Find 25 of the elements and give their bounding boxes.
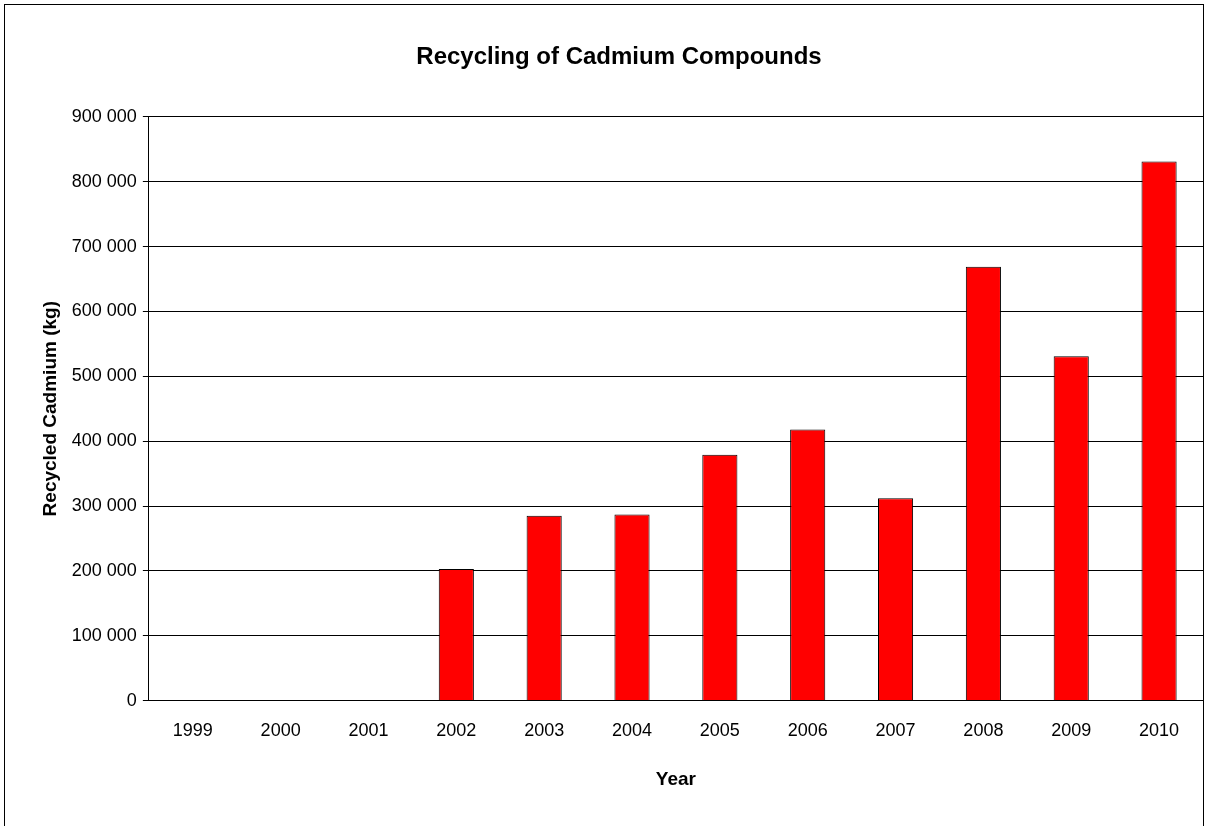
y-tick-label: 400 000 xyxy=(71,430,137,451)
y-tick-label: 100 000 xyxy=(71,624,137,645)
x-tick-label: 2001 xyxy=(348,720,389,741)
y-tick-label: 800 000 xyxy=(71,170,137,191)
x-tick-label: 2000 xyxy=(260,720,301,741)
x-tick-label: 2009 xyxy=(1051,720,1092,741)
x-tick-label: 2008 xyxy=(963,720,1004,741)
y-tick-label: 600 000 xyxy=(71,300,137,321)
x-tick-label: 2010 xyxy=(1139,720,1180,741)
x-tick-label: 1999 xyxy=(172,720,213,741)
x-tick-label: 2005 xyxy=(699,720,740,741)
x-tick-label: 2003 xyxy=(524,720,565,741)
y-tick-label: 900 000 xyxy=(71,105,137,126)
y-tick-label: 700 000 xyxy=(71,235,137,256)
y-tick-label: 500 000 xyxy=(71,365,137,386)
x-tick-label: 2007 xyxy=(875,720,916,741)
y-tick-label: 0 xyxy=(126,689,137,710)
x-tick-label: 2002 xyxy=(436,720,477,741)
y-axis-title: Recycled Cadmium (kg) xyxy=(38,301,60,517)
y-tick-label: 300 000 xyxy=(71,494,137,515)
x-tick-label: 2006 xyxy=(787,720,828,741)
y-tick-label: 200 000 xyxy=(71,559,137,580)
x-axis-title: Year xyxy=(655,767,697,789)
chart-title: Recycling of Cadmium Compounds xyxy=(416,42,822,70)
x-tick-label: 2004 xyxy=(611,720,653,741)
